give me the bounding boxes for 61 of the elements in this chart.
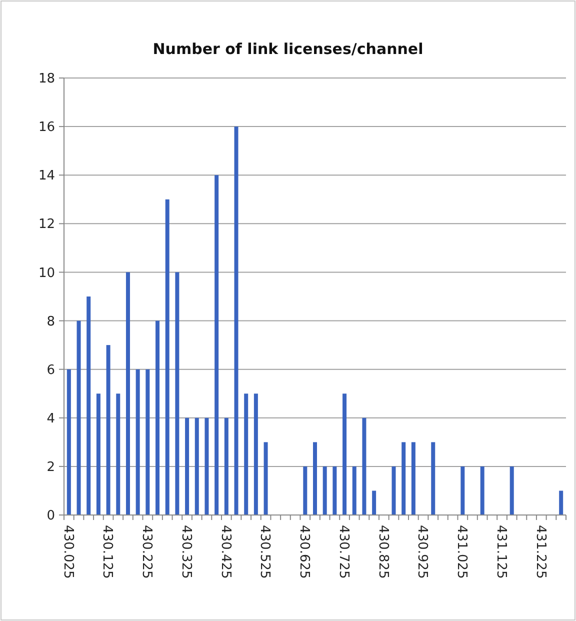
bar <box>165 199 170 515</box>
bar <box>254 394 258 515</box>
bar <box>342 394 347 515</box>
bar <box>116 394 120 515</box>
bar <box>175 272 180 515</box>
bar <box>559 490 564 515</box>
x-tick-label: 430.125 <box>100 525 115 579</box>
bar <box>204 418 209 515</box>
y-tick-label: 6 <box>46 362 55 378</box>
x-tick-label: 430.425 <box>218 525 233 579</box>
bar <box>303 466 308 515</box>
y-tick-label: 8 <box>46 314 55 330</box>
bar <box>431 442 436 515</box>
y-tick-label: 4 <box>46 411 55 426</box>
bar <box>362 418 366 515</box>
x-tick-label: 431.025 <box>454 525 470 579</box>
x-tick-label: 430.025 <box>60 525 76 579</box>
bar <box>402 442 406 515</box>
x-tick-label: 431.125 <box>493 525 508 579</box>
bar <box>372 490 376 515</box>
bar <box>480 466 484 515</box>
bar <box>411 442 416 515</box>
chart-title: Number of link licenses/channel <box>152 40 424 58</box>
bar <box>313 442 317 515</box>
y-tick-label: 18 <box>38 72 55 87</box>
bar <box>185 418 190 515</box>
y-tick-label: 16 <box>38 120 55 136</box>
y-tick-label: 0 <box>46 508 55 524</box>
bar <box>352 466 356 515</box>
bar <box>66 369 71 515</box>
y-tick-label: 14 <box>38 168 55 184</box>
bar <box>510 466 514 515</box>
bar <box>86 296 91 515</box>
bar <box>96 394 100 515</box>
bar <box>460 466 465 515</box>
bar <box>214 175 219 515</box>
bar <box>146 369 150 515</box>
bar <box>234 126 238 515</box>
x-tick-label: 430.725 <box>336 525 351 579</box>
bar <box>194 418 199 515</box>
bar <box>322 466 327 515</box>
x-tick-label: 430.925 <box>414 525 430 579</box>
bar <box>156 320 160 515</box>
bar <box>126 272 130 515</box>
x-tick-label: 430.525 <box>257 525 272 579</box>
bar <box>136 369 140 515</box>
bar <box>332 466 337 515</box>
bar <box>106 345 110 515</box>
x-tick-label: 430.825 <box>375 525 390 579</box>
bar <box>264 442 268 515</box>
bar <box>76 320 81 515</box>
bar <box>392 466 396 515</box>
y-tick-label: 2 <box>46 460 55 475</box>
x-tick-label: 430.325 <box>178 525 194 579</box>
y-tick-label: 12 <box>38 217 55 232</box>
y-tick-label: 10 <box>38 266 55 281</box>
x-tick-label: 431.225 <box>532 525 548 579</box>
bar <box>224 418 228 515</box>
x-tick-label: 430.225 <box>139 525 154 579</box>
bar <box>244 394 248 515</box>
x-tick-label: 430.625 <box>296 525 312 579</box>
